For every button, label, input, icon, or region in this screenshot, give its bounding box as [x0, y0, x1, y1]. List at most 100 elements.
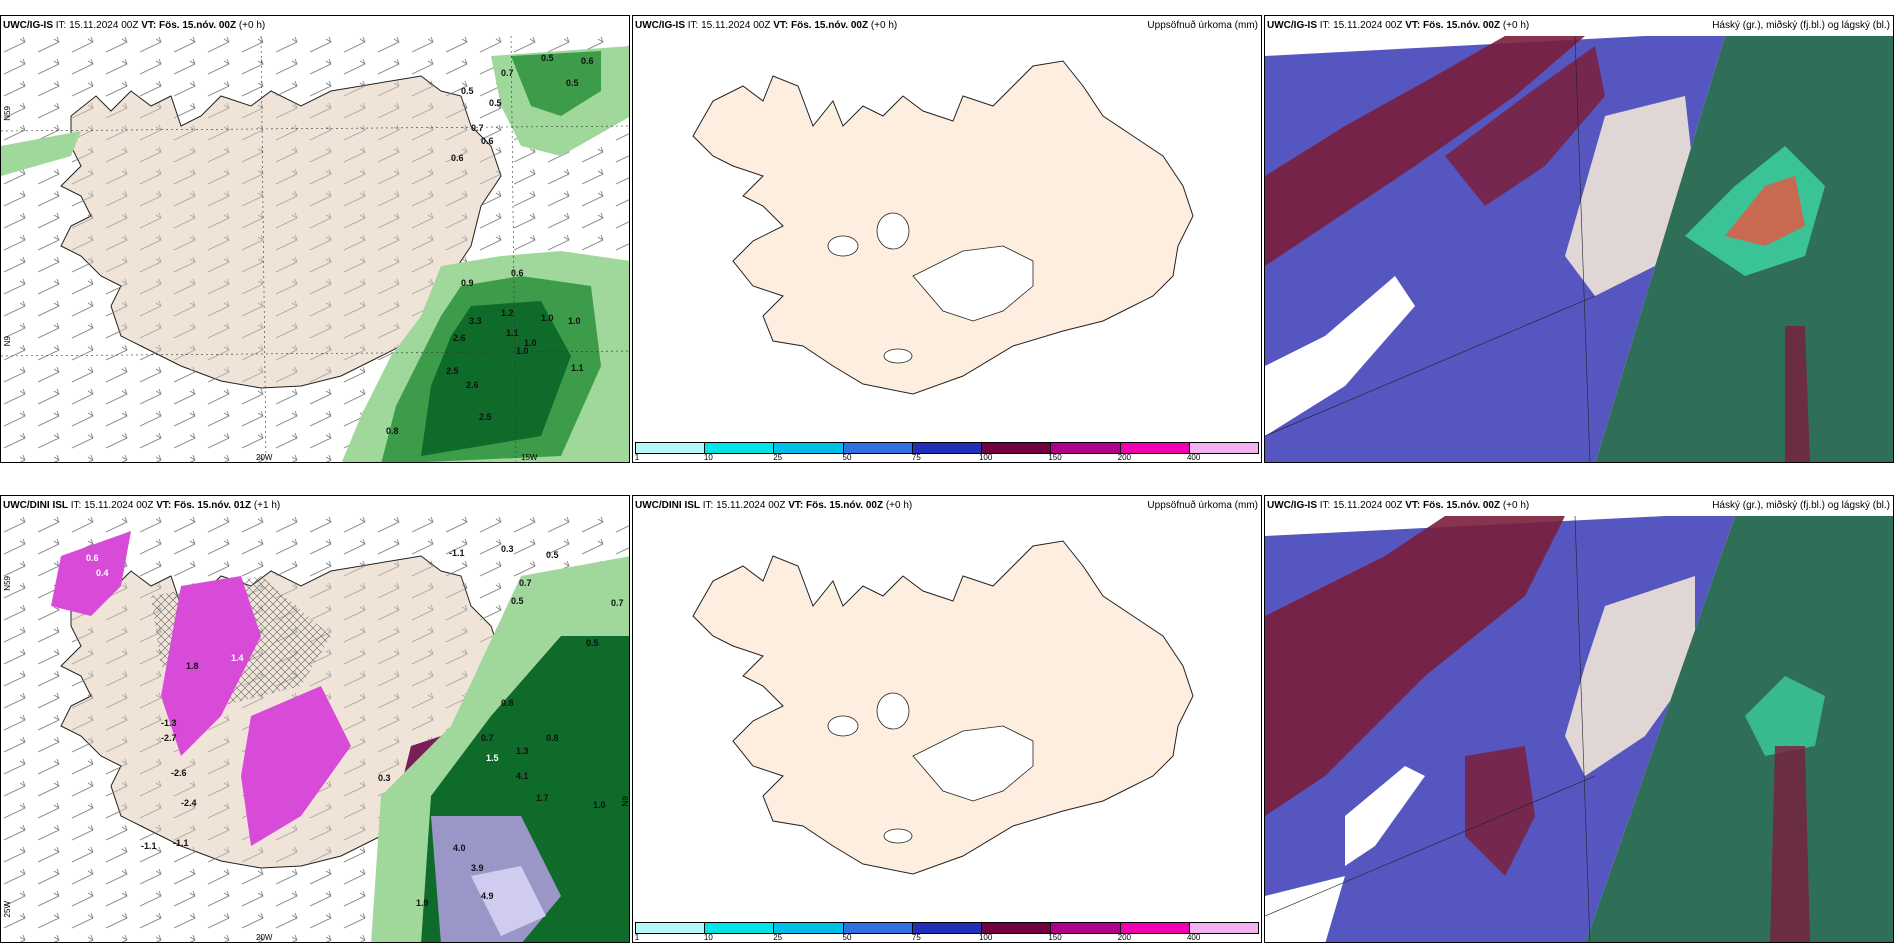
panel-header: UWC/IG-IS IT: 15.11.2024 00Z VT: Fös. 15… — [1265, 496, 1893, 516]
cloud-cover-map[interactable] — [1265, 516, 1893, 942]
precip-value: 0.5 — [461, 86, 474, 96]
precip-value: 0.6 — [481, 136, 494, 146]
precip-purple-light — [471, 866, 546, 936]
precip-value: 1.7 — [536, 793, 549, 803]
pink-precip — [51, 531, 131, 616]
glacier — [827, 235, 859, 257]
precip-value: 0.7 — [481, 733, 494, 743]
precip-value: 0.5 — [511, 596, 524, 606]
lead-time: (+0 h) — [238, 20, 266, 31]
colorbar-swatch — [1051, 443, 1121, 453]
high-cloud-strip — [1785, 326, 1810, 462]
colorbar-swatch — [1189, 923, 1258, 933]
panel-dini-precip-wind: UWC/DINI ISL IT: 15.11.2024 00Z VT: Fös.… — [0, 495, 630, 943]
panel-header: UWC/IG-IS IT: 15.11.2024 00Z VT: Fös. 15… — [1, 16, 629, 36]
precip-colorbar: 1 10 25 50 75 100 150 200 400 — [633, 440, 1261, 462]
precip-value: 1.5 — [486, 753, 499, 763]
high-cloud-band — [1465, 746, 1535, 876]
pink-precip — [161, 576, 261, 756]
lat-label: N59 — [3, 576, 12, 591]
colorbar-swatch — [1120, 443, 1190, 453]
colorbar-swatch — [636, 443, 706, 453]
colorbar-label: 25 — [773, 453, 783, 462]
precip-wind-map[interactable]: 0.5 0.6 0.5 0.7 0.5 0.6 0.7 0.6 0.5 0.9 … — [1, 36, 629, 462]
panel-ig-is-clouds-2: UWC/IG-IS IT: 15.11.2024 00Z VT: Fös. 15… — [1264, 495, 1894, 943]
panel-ig-is-precip-wind: UWC/IG-IS IT: 15.11.2024 00Z VT: Fös. 15… — [0, 15, 630, 463]
colorbar-label: 50 — [842, 933, 852, 942]
precip-value: 0.7 — [611, 598, 624, 608]
colorbar-label: 50 — [842, 453, 852, 462]
precip-west-strip — [1, 131, 81, 176]
panel-ig-is-clouds: UWC/IG-IS IT: 15.11.2024 00Z VT: Fös. 15… — [1264, 15, 1894, 463]
lon-label: 25W — [3, 901, 12, 918]
colorbar-label: 200 — [1117, 453, 1132, 462]
low-cloud-area — [1585, 516, 1893, 942]
colorbar-label: 100 — [978, 453, 993, 462]
precip-value: 1.3 — [516, 746, 529, 756]
accum-precip-map[interactable] — [633, 36, 1261, 441]
cloud-cover-map[interactable] — [1265, 36, 1893, 462]
colorbar-swatch — [1051, 923, 1121, 933]
precip-value: 0.8 — [546, 733, 559, 743]
colorbar-swatch — [982, 443, 1052, 453]
precip-value: 0.6 — [86, 553, 99, 563]
glacier — [912, 725, 1034, 802]
glacier — [876, 212, 910, 250]
precip-value: 1.0 — [593, 800, 606, 810]
lon-label: 20W — [256, 933, 273, 942]
colorbar-label: 10 — [703, 933, 713, 942]
precip-value: 0.5 — [541, 53, 554, 63]
valid-time: VT: Fös. 15.nóv. 00Z — [1405, 20, 1501, 31]
precip-value: 2.6 — [453, 333, 466, 343]
colorbar-swatch — [705, 443, 775, 453]
panel-title: Uppsöfnuð úrkoma (mm) — [1147, 20, 1258, 31]
glacier — [827, 715, 859, 737]
panel-title: Háský (gr.), miðský (fj.bl.) og lágský (… — [1712, 20, 1890, 31]
precip-wind-map[interactable]: 0.3 0.5 0.7 0.5 0.4 0.6 1.8 1.4 -2.7 -1.… — [1, 516, 629, 942]
lon-label: 20W — [256, 453, 273, 462]
precip-value: -1.3 — [161, 718, 177, 728]
lead-time: (+0 h) — [1502, 20, 1530, 31]
pink-precip — [241, 686, 351, 846]
colorbar-label: 1 — [634, 933, 640, 942]
init-time: IT: 15.11.2024 00Z — [1319, 500, 1403, 511]
precip-value: 0.7 — [519, 578, 532, 588]
colorbar-label: 200 — [1117, 933, 1132, 942]
precip-colorbar: 1 10 25 50 75 100 150 200 400 — [633, 920, 1261, 942]
model-name: UWC/IG-IS — [1267, 20, 1317, 31]
precip-value: 1.0 — [524, 338, 537, 348]
precip-value: 1.0 — [568, 316, 581, 326]
panel-header: UWC/DINI ISL IT: 15.11.2024 00Z VT: Fös.… — [633, 496, 1261, 516]
precip-value: 0.8 — [386, 426, 399, 436]
precip-value: 0.7 — [501, 68, 514, 78]
precip-value: 0.6 — [581, 56, 594, 66]
colorbar-label: 75 — [911, 933, 921, 942]
precip-value: -1.1 — [141, 841, 157, 851]
valid-time: VT: Fös. 15.nóv. 00Z — [788, 500, 884, 511]
panel-title: Uppsöfnuð úrkoma (mm) — [1147, 500, 1258, 511]
glacier — [876, 692, 910, 730]
precip-value: 0.8 — [501, 698, 514, 708]
precip-value: 0.3 — [501, 544, 514, 554]
panel-header: UWC/DINI ISL IT: 15.11.2024 00Z VT: Fös.… — [1, 496, 629, 516]
lat-label: N9 — [3, 336, 12, 347]
valid-time: VT: Fös. 15.nóv. 01Z — [156, 500, 252, 511]
precip-value: 3.9 — [471, 863, 484, 873]
high-cloud-band — [1445, 46, 1605, 206]
precip-value: -2.6 — [171, 768, 187, 778]
init-time: IT: 15.11.2024 00Z — [55, 20, 139, 31]
precip-value: -2.7 — [161, 733, 177, 743]
glacier — [912, 245, 1034, 322]
panel-dini-accum-precip: UWC/DINI ISL IT: 15.11.2024 00Z VT: Fös.… — [632, 495, 1262, 943]
precip-value: 2.5 — [479, 412, 492, 422]
colorbar-swatch — [912, 923, 983, 933]
precip-core-ne — [511, 51, 601, 116]
iceland-land — [692, 540, 1194, 875]
accum-precip-map[interactable] — [633, 516, 1261, 921]
precip-value: 1.8 — [186, 661, 199, 671]
precip-value: 0.5 — [586, 638, 599, 648]
clear-gap — [1345, 766, 1425, 866]
high-cloud-band — [1265, 36, 1585, 266]
colorbar-swatch — [774, 923, 844, 933]
precip-value: 2.6 — [466, 380, 479, 390]
